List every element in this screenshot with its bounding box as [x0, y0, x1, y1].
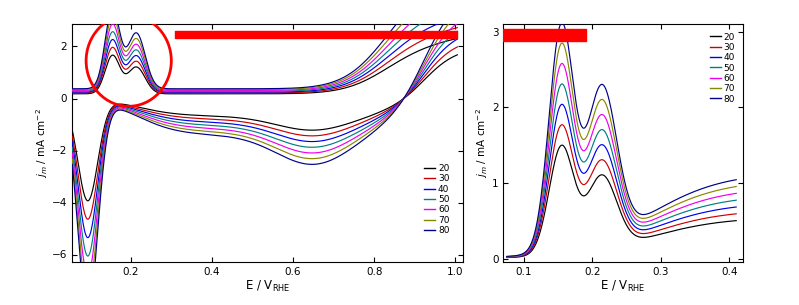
- Y-axis label: $\it{j}_{m}$ / mA cm$^{-2}$: $\it{j}_{m}$ / mA cm$^{-2}$: [475, 108, 491, 178]
- X-axis label: E / V$_{\rm{RHE}}$: E / V$_{\rm{RHE}}$: [245, 278, 290, 294]
- Legend: 20, 30, 40, 50, 60, 70, 80: 20, 30, 40, 50, 60, 70, 80: [706, 29, 738, 107]
- X-axis label: E / V$_{\rm{RHE}}$: E / V$_{\rm{RHE}}$: [601, 278, 646, 294]
- Y-axis label: $\it{j}_{m}$ / mA cm$^{-2}$: $\it{j}_{m}$ / mA cm$^{-2}$: [34, 108, 50, 178]
- Legend: 20, 30, 40, 50, 60, 70, 80: 20, 30, 40, 50, 60, 70, 80: [421, 160, 453, 239]
